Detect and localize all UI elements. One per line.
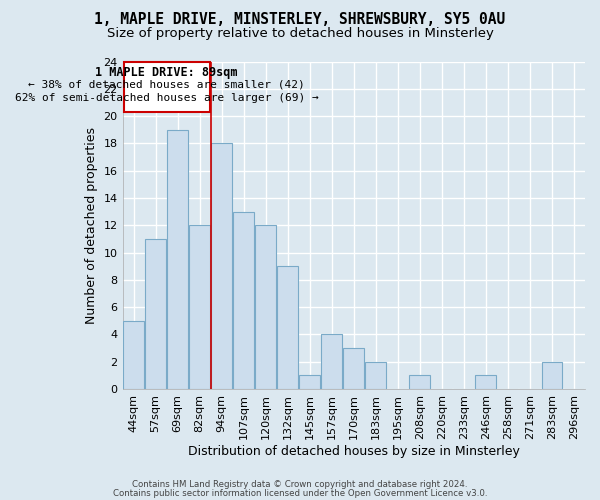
Bar xyxy=(211,144,232,389)
Bar xyxy=(409,376,430,389)
Text: 1, MAPLE DRIVE, MINSTERLEY, SHREWSBURY, SY5 0AU: 1, MAPLE DRIVE, MINSTERLEY, SHREWSBURY, … xyxy=(94,12,506,28)
Bar xyxy=(322,334,342,389)
Text: 1 MAPLE DRIVE: 89sqm: 1 MAPLE DRIVE: 89sqm xyxy=(95,66,238,80)
FancyBboxPatch shape xyxy=(124,62,209,112)
X-axis label: Distribution of detached houses by size in Minsterley: Distribution of detached houses by size … xyxy=(188,444,520,458)
Text: Contains HM Land Registry data © Crown copyright and database right 2024.: Contains HM Land Registry data © Crown c… xyxy=(132,480,468,489)
Bar xyxy=(475,376,496,389)
Text: ← 38% of detached houses are smaller (42): ← 38% of detached houses are smaller (42… xyxy=(28,80,305,90)
Text: Size of property relative to detached houses in Minsterley: Size of property relative to detached ho… xyxy=(107,28,493,40)
Bar xyxy=(167,130,188,389)
Text: 62% of semi-detached houses are larger (69) →: 62% of semi-detached houses are larger (… xyxy=(15,93,319,103)
Bar xyxy=(542,362,562,389)
Bar xyxy=(233,212,254,389)
Bar xyxy=(343,348,364,389)
Bar xyxy=(145,239,166,389)
Bar xyxy=(255,226,276,389)
Bar xyxy=(365,362,386,389)
Y-axis label: Number of detached properties: Number of detached properties xyxy=(85,127,98,324)
Bar xyxy=(189,226,210,389)
Bar xyxy=(277,266,298,389)
Bar xyxy=(299,376,320,389)
Text: Contains public sector information licensed under the Open Government Licence v3: Contains public sector information licen… xyxy=(113,489,487,498)
Bar xyxy=(123,321,144,389)
